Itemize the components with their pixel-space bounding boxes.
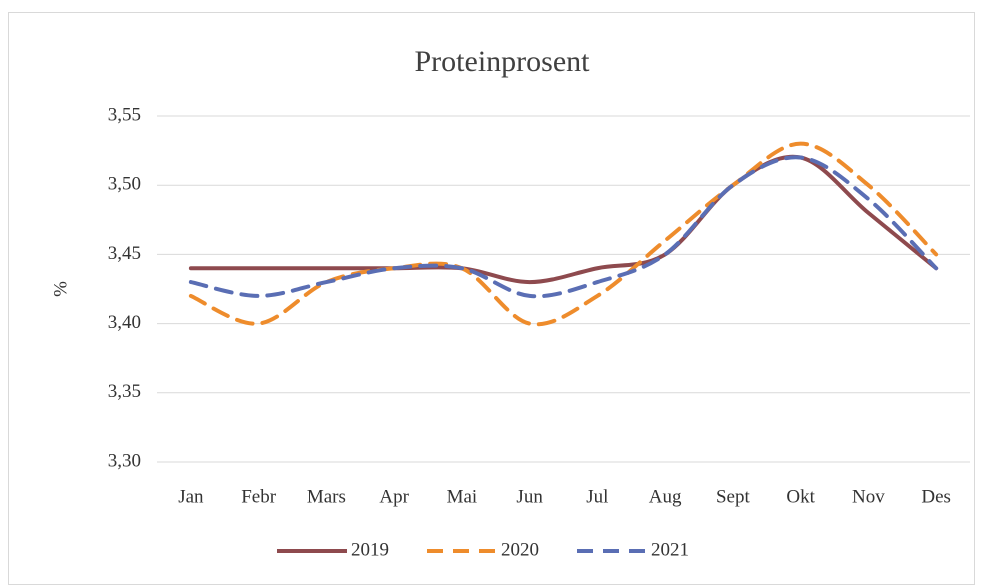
x-tick-label: Mai [447, 486, 478, 507]
x-tick-label: Febr [241, 486, 277, 507]
x-tick-label: Jun [516, 486, 543, 507]
series-line [188, 141, 939, 327]
x-tick-label: Aug [649, 486, 682, 507]
series-line [188, 154, 939, 285]
x-tick-label: Apr [379, 486, 409, 507]
series-line [188, 155, 939, 299]
x-tick-label: Jan [178, 486, 204, 507]
chart-title: Proteinprosent [415, 45, 591, 78]
legend-label: 2019 [351, 539, 389, 560]
y-tick-label: 3,55 [108, 104, 141, 125]
y-axis-label: % [50, 281, 71, 297]
chart-frame [8, 12, 975, 585]
x-tick-label: Jul [586, 486, 608, 507]
y-tick-label: 3,30 [108, 450, 141, 471]
x-tick-label: Sept [716, 486, 751, 507]
x-tick-label: Okt [786, 486, 815, 507]
x-tick-label: Mars [307, 486, 346, 507]
legend-label: 2020 [501, 539, 539, 560]
y-tick-label: 3,50 [108, 174, 141, 195]
y-tick-label: 3,45 [108, 243, 141, 264]
y-tick-label: 3,35 [108, 381, 141, 402]
legend-label: 2021 [651, 539, 689, 560]
x-tick-label: Nov [852, 486, 885, 507]
x-tick-label: Des [921, 486, 951, 507]
y-tick-label: 3,40 [108, 312, 141, 333]
